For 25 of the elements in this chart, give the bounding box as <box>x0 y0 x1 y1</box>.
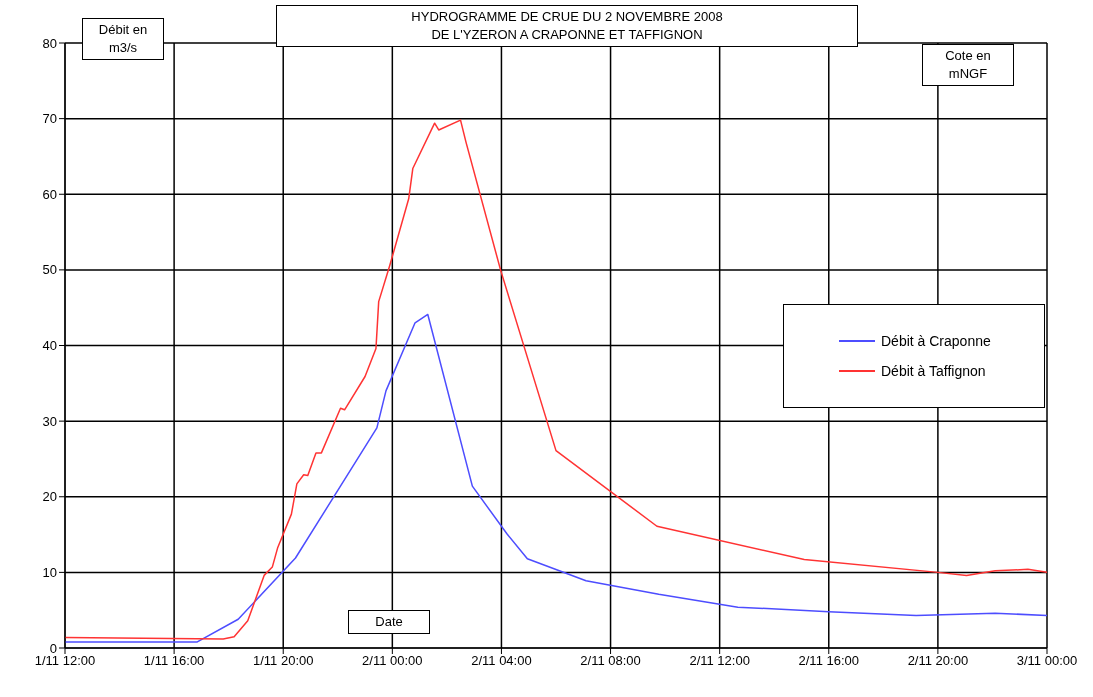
x-tick-label: 2/11 00:00 <box>362 653 423 669</box>
x-tick-label: 1/11 16:00 <box>143 653 205 669</box>
y-tick-label: 80 <box>42 35 57 51</box>
y-tick-label: 60 <box>42 186 57 202</box>
y-tick-label: 70 <box>42 111 57 127</box>
y-tick-label: 30 <box>42 413 57 429</box>
x-tick-label: 1/11 12:00 <box>34 653 96 669</box>
y-tick-label: 20 <box>42 489 57 505</box>
y-axis-title: Débit en m3/s <box>97 21 149 57</box>
x-tick-label: 1/11 20:00 <box>252 653 314 669</box>
x-tick-label: 2/11 08:00 <box>580 653 641 669</box>
legend-label: Débit à Craponne <box>881 333 991 349</box>
y-tick-label: 10 <box>42 564 57 580</box>
y2-axis-title: Cote en mNGF <box>944 47 992 83</box>
x-tick-label: 2/11 12:00 <box>689 653 750 669</box>
x-axis-title: Date <box>374 613 404 631</box>
chart-title: HYDROGRAMME DE CRUE DU 2 NOVEMBRE 2008 DE L'YZERON A CRAPONNE ET TAFFIGNON <box>410 8 724 44</box>
legend-label: Débit à Taffignon <box>881 363 986 379</box>
x-tick-label: 2/11 20:00 <box>907 653 969 669</box>
x-tick-label: 2/11 04:00 <box>471 653 532 669</box>
x-tick-label: 2/11 16:00 <box>798 653 860 669</box>
x-tick-label: 3/11 00:00 <box>1016 653 1078 669</box>
y-tick-label: 50 <box>42 262 57 278</box>
y-tick-label: 0 <box>49 640 57 656</box>
y-tick-label: 40 <box>42 338 57 354</box>
